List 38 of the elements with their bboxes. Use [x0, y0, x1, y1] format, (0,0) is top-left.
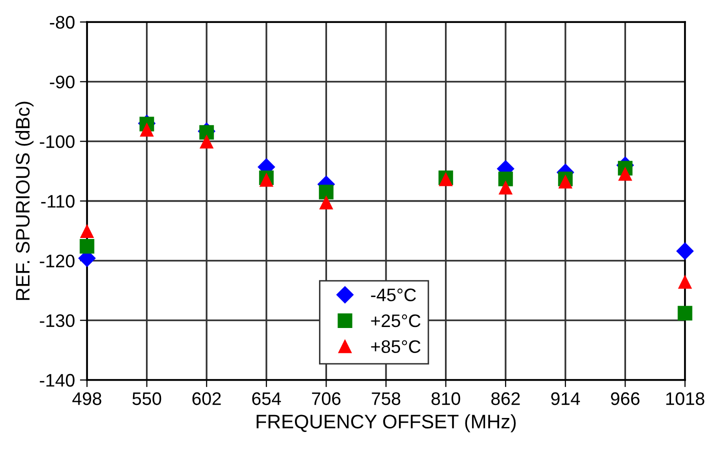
point — [499, 181, 512, 194]
legend-label: -45°C — [371, 288, 416, 302]
x-axis-title: FREQUENCY OFFSET (MHz) — [256, 414, 516, 432]
point — [200, 135, 214, 149]
x-tick-label: 966 — [610, 392, 640, 406]
y-tick-label: -110 — [41, 194, 74, 208]
point — [320, 196, 333, 210]
y-tick-label: -120 — [40, 254, 74, 268]
y-axis-title: REF. SPURIOUS (dBc) — [15, 102, 34, 300]
point — [678, 276, 692, 289]
x-tick-label: 550 — [132, 392, 162, 406]
x-tick-label: 602 — [192, 392, 221, 406]
y-tick-label: -90 — [50, 76, 74, 88]
point — [199, 125, 214, 140]
y-tick-label: -140 — [40, 374, 74, 387]
x-tick-label: 1018 — [666, 392, 704, 406]
x-tick-label: 862 — [491, 392, 520, 406]
y-tick-label: -130 — [40, 314, 74, 328]
point — [80, 224, 94, 238]
x-tick-label: 706 — [312, 392, 340, 406]
x-tick-label: 758 — [372, 392, 400, 406]
y-tick-label: -80 — [50, 16, 74, 29]
x-tick-label: 498 — [72, 392, 102, 406]
point — [260, 174, 273, 187]
x-tick-label: 654 — [252, 392, 281, 406]
point — [618, 168, 632, 181]
point — [140, 123, 154, 137]
point — [678, 306, 692, 320]
x-tick-label: 914 — [551, 392, 580, 406]
point — [558, 175, 572, 189]
x-tick-label: 810 — [432, 392, 460, 406]
legend-label: +85°C — [371, 340, 420, 354]
point — [676, 242, 694, 260]
legend-label: +25°C — [371, 314, 420, 328]
point — [318, 184, 334, 200]
point — [498, 172, 513, 186]
point — [80, 239, 94, 254]
y-tick-label: -100 — [40, 135, 74, 148]
